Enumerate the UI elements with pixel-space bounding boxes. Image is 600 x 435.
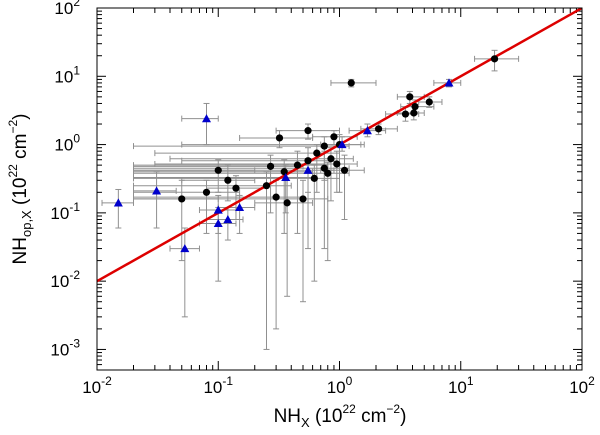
data-point-circle (178, 195, 186, 203)
data-point-triangle (337, 140, 347, 149)
data-point-circle (401, 110, 410, 118)
data-point-circle (304, 127, 312, 135)
x-axis-label: NHX (1022 cm−2) (274, 402, 407, 430)
data-point-triangle (235, 202, 245, 212)
data-point-circle (425, 98, 433, 106)
x-tick-label: 101 (448, 374, 474, 397)
data-point-triangle (152, 186, 162, 195)
data-point-circle (340, 166, 349, 174)
x-tick-label: 10-2 (82, 374, 112, 397)
data-point-circle (280, 168, 288, 176)
data-point-circle (330, 133, 338, 141)
data-point-triangle (362, 126, 372, 135)
data-point-circle (299, 195, 307, 203)
data-point-circle (224, 176, 232, 184)
data-point-circle (304, 157, 312, 165)
data-markers (113, 55, 499, 253)
data-point-circle (262, 182, 271, 190)
x-tick-label: 102 (569, 374, 595, 397)
x-tick-label: 10-1 (203, 374, 233, 397)
data-point-circle (275, 134, 284, 142)
y-tick-label: 10-1 (50, 200, 80, 223)
data-point-triangle (223, 214, 233, 224)
data-point-circle (490, 55, 499, 63)
data-point-triangle (113, 198, 123, 207)
x-tick-labels: 10-2 10-1 100 101 102 (82, 374, 595, 397)
data-point-triangle (213, 205, 223, 214)
data-point-triangle (444, 78, 454, 87)
data-point-circle (410, 109, 418, 117)
data-point-circle (320, 142, 328, 150)
y-tick-label: 101 (54, 63, 80, 86)
data-point-circle (327, 155, 335, 163)
data-point-circle (202, 188, 211, 196)
data-point-circle (324, 169, 332, 177)
data-point-triangle (201, 114, 211, 123)
y-tick-label: 10-3 (50, 336, 80, 359)
x-tick-label: 100 (327, 374, 353, 397)
data-point-circle (293, 161, 302, 169)
data-point-circle (283, 199, 291, 207)
data-point-triangle (281, 172, 291, 182)
data-point-triangle (180, 244, 190, 253)
data-point-circle (374, 125, 383, 133)
plot-frame (96, 7, 583, 371)
data-point-circle (347, 79, 355, 87)
y-tick-label: 100 (54, 132, 80, 155)
y-axis-label: NHop,X (1022 cm−2) (6, 114, 34, 265)
data-point-triangle (213, 218, 223, 228)
data-point-triangle (303, 165, 313, 174)
data-point-circle (310, 174, 318, 182)
x-minor-ticks (132, 8, 577, 370)
data-point-circle (266, 162, 275, 170)
y-minor-ticks (97, 10, 582, 366)
data-point-circle (232, 184, 240, 192)
data-point-circle (333, 160, 341, 168)
y-tick-labels: 10-3 10-2 10-1 100 101 102 (50, 0, 80, 359)
y-tick-label: 102 (54, 0, 80, 18)
data-point-circle (411, 102, 419, 111)
data-point-circle (272, 193, 280, 201)
data-point-circle (313, 149, 321, 157)
y-tick-label: 10-2 (50, 268, 80, 291)
data-point-circle (214, 166, 222, 174)
data-point-circle (406, 93, 414, 101)
